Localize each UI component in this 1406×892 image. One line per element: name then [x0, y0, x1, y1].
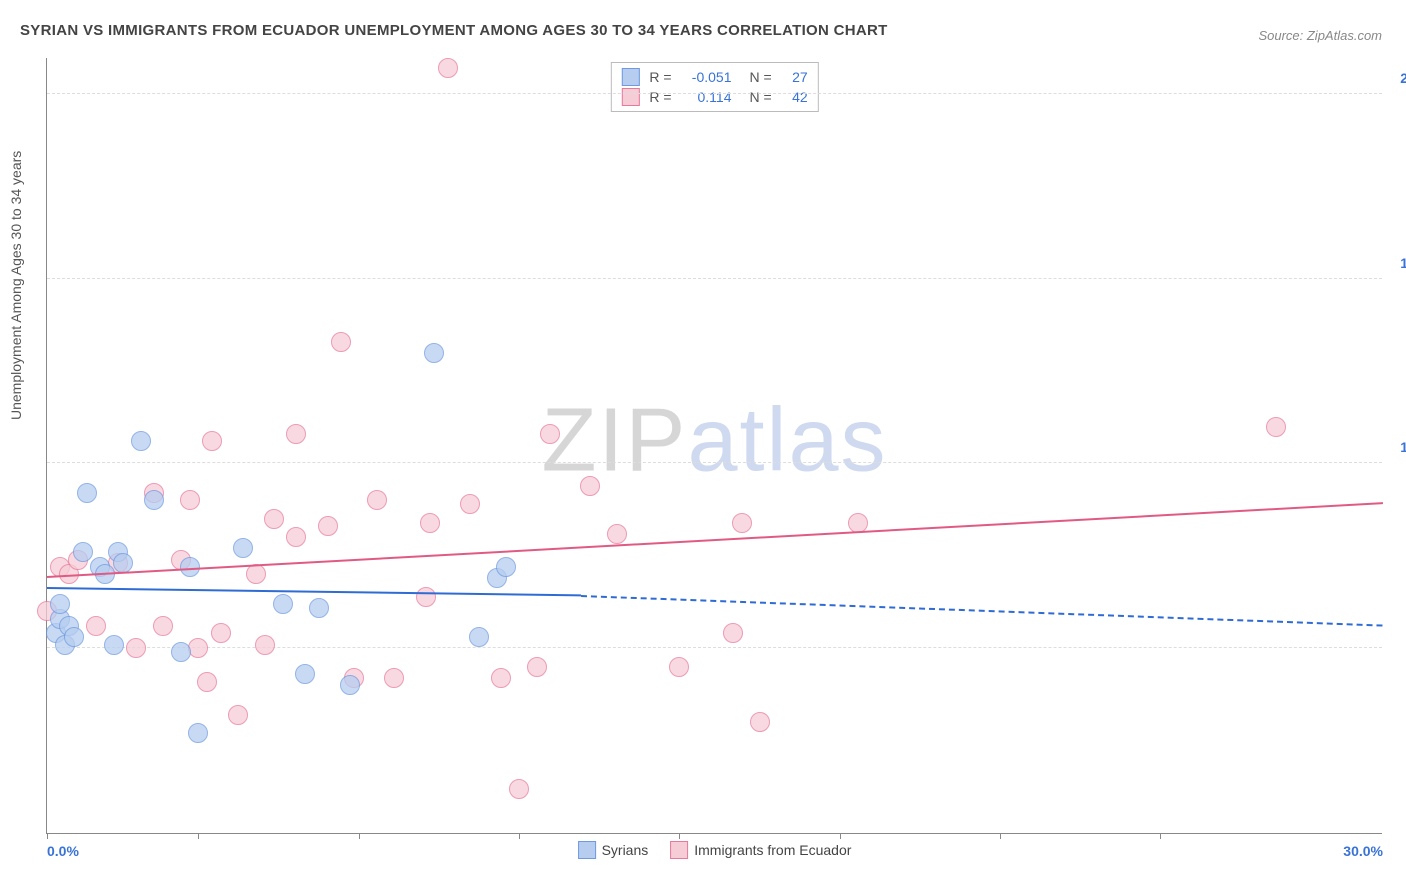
gridline: [47, 462, 1382, 463]
scatter-point-ecuador: [286, 424, 306, 444]
legend-label-ecuador: Immigrants from Ecuador: [694, 842, 851, 858]
x-tick-mark: [519, 833, 520, 839]
scatter-point-syrians: [233, 538, 253, 558]
scatter-point-ecuador: [202, 431, 222, 451]
x-tick-label: 0.0%: [47, 843, 79, 859]
scatter-point-ecuador: [723, 623, 743, 643]
scatter-point-ecuador: [416, 587, 436, 607]
scatter-point-syrians: [131, 431, 151, 451]
chart-source: Source: ZipAtlas.com: [1258, 28, 1382, 43]
y-axis-label: Unemployment Among Ages 30 to 34 years: [8, 151, 24, 420]
scatter-point-syrians: [171, 642, 191, 662]
scatter-point-syrians: [295, 664, 315, 684]
scatter-point-ecuador: [540, 424, 560, 444]
scatter-point-syrians: [496, 557, 516, 577]
x-tick-mark: [198, 833, 199, 839]
scatter-point-ecuador: [197, 672, 217, 692]
gridline: [47, 278, 1382, 279]
scatter-point-ecuador: [384, 668, 404, 688]
scatter-point-ecuador: [1266, 417, 1286, 437]
scatter-point-ecuador: [669, 657, 689, 677]
scatter-point-ecuador: [438, 58, 458, 78]
x-tick-mark: [47, 833, 48, 839]
n-label: N =: [750, 69, 772, 85]
scatter-point-syrians: [77, 483, 97, 503]
scatter-point-ecuador: [228, 705, 248, 725]
r-label: R =: [649, 89, 671, 105]
scatter-point-ecuador: [264, 509, 284, 529]
legend-row-syrians: R = -0.051 N = 27: [621, 67, 807, 87]
y-tick-label: 10.0%: [1400, 439, 1406, 455]
scatter-point-ecuador: [180, 490, 200, 510]
r-value-syrians: -0.051: [682, 69, 732, 85]
scatter-point-ecuador: [286, 527, 306, 547]
scatter-point-syrians: [104, 635, 124, 655]
chart-title: SYRIAN VS IMMIGRANTS FROM ECUADOR UNEMPL…: [20, 22, 888, 39]
scatter-point-ecuador: [86, 616, 106, 636]
scatter-point-ecuador: [126, 638, 146, 658]
legend-item-ecuador: Immigrants from Ecuador: [670, 841, 851, 859]
legend-row-ecuador: R = 0.114 N = 42: [621, 87, 807, 107]
scatter-point-syrians: [424, 343, 444, 363]
y-tick-label: 15.0%: [1400, 255, 1406, 271]
legend-swatch-ecuador: [621, 88, 639, 106]
scatter-point-ecuador: [750, 712, 770, 732]
watermark-prefix: ZIP: [541, 390, 687, 490]
scatter-point-syrians: [188, 723, 208, 743]
scatter-point-ecuador: [527, 657, 547, 677]
scatter-point-ecuador: [331, 332, 351, 352]
scatter-point-syrians: [340, 675, 360, 695]
scatter-point-syrians: [50, 594, 70, 614]
scatter-point-syrians: [273, 594, 293, 614]
x-tick-mark: [1000, 833, 1001, 839]
scatter-point-ecuador: [153, 616, 173, 636]
scatter-point-ecuador: [732, 513, 752, 533]
x-tick-mark: [1160, 833, 1161, 839]
scatter-plot-area: ZIPatlas R = -0.051 N = 27 R = 0.114 N =…: [46, 58, 1382, 834]
legend-swatch-ecuador: [670, 841, 688, 859]
scatter-point-ecuador: [420, 513, 440, 533]
scatter-point-syrians: [64, 627, 84, 647]
scatter-point-syrians: [113, 553, 133, 573]
legend-item-syrians: Syrians: [578, 841, 649, 859]
x-tick-mark: [840, 833, 841, 839]
legend-swatch-syrians: [578, 841, 596, 859]
scatter-point-ecuador: [607, 524, 627, 544]
gridline: [47, 93, 1382, 94]
n-label: N =: [750, 89, 772, 105]
scatter-point-ecuador: [848, 513, 868, 533]
series-legend: Syrians Immigrants from Ecuador: [578, 841, 852, 859]
scatter-point-ecuador: [255, 635, 275, 655]
trend-line: [47, 587, 581, 596]
scatter-point-ecuador: [509, 779, 529, 799]
trend-line: [581, 595, 1383, 627]
scatter-point-syrians: [73, 542, 93, 562]
scatter-point-syrians: [144, 490, 164, 510]
r-label: R =: [649, 69, 671, 85]
scatter-point-ecuador: [188, 638, 208, 658]
legend-swatch-syrians: [621, 68, 639, 86]
legend-label-syrians: Syrians: [602, 842, 649, 858]
scatter-point-syrians: [309, 598, 329, 618]
scatter-point-ecuador: [460, 494, 480, 514]
correlation-legend: R = -0.051 N = 27 R = 0.114 N = 42: [610, 62, 818, 112]
y-tick-label: 20.0%: [1400, 70, 1406, 86]
scatter-point-ecuador: [246, 564, 266, 584]
n-value-syrians: 27: [782, 69, 808, 85]
scatter-point-ecuador: [580, 476, 600, 496]
scatter-point-ecuador: [367, 490, 387, 510]
gridline: [47, 647, 1382, 648]
scatter-point-ecuador: [491, 668, 511, 688]
x-tick-mark: [359, 833, 360, 839]
scatter-point-ecuador: [318, 516, 338, 536]
scatter-point-ecuador: [211, 623, 231, 643]
r-value-ecuador: 0.114: [682, 89, 732, 105]
scatter-point-syrians: [469, 627, 489, 647]
x-tick-label: 30.0%: [1343, 843, 1383, 859]
x-tick-mark: [679, 833, 680, 839]
n-value-ecuador: 42: [782, 89, 808, 105]
watermark-suffix: atlas: [687, 390, 887, 490]
